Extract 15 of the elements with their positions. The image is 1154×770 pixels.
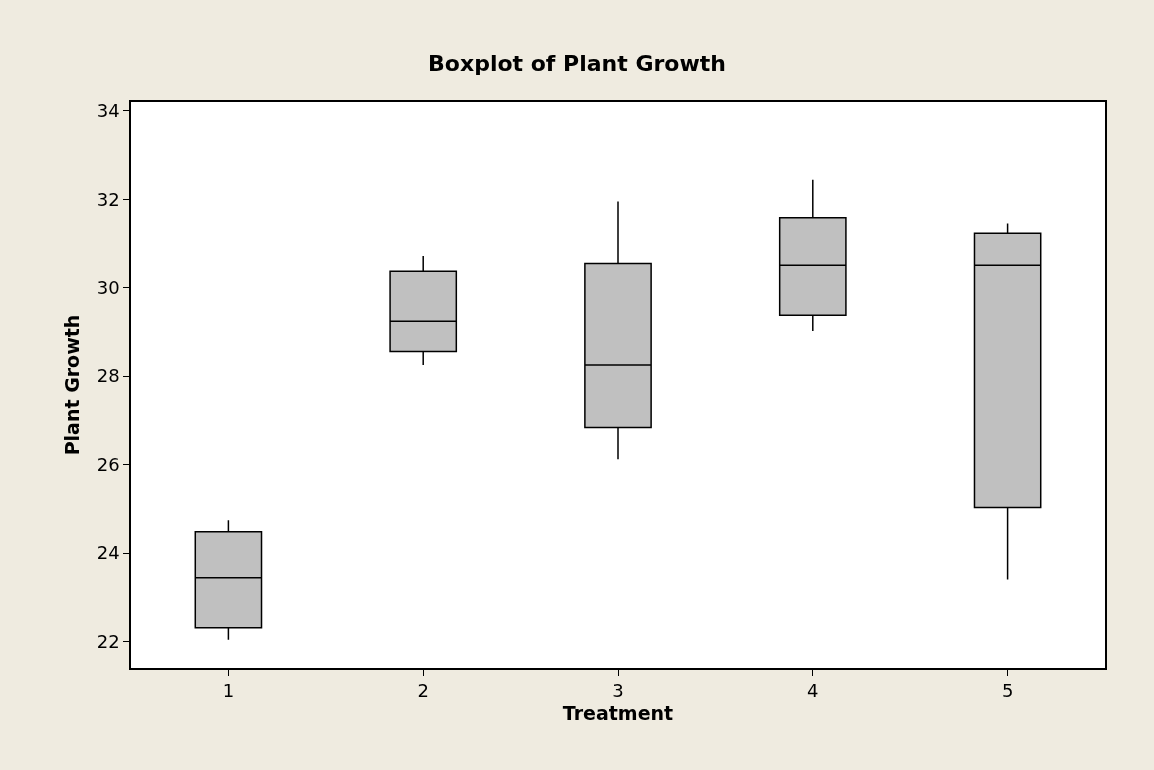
y-tick-label: 32: [96, 188, 120, 210]
x-tick-label: 4: [807, 680, 819, 702]
x-tick-label: 1: [222, 680, 235, 702]
y-tick-label: 28: [96, 365, 120, 387]
y-tick-label: 22: [96, 630, 120, 652]
y-tick-label: 26: [96, 453, 120, 475]
y-tick-label: 24: [96, 542, 120, 564]
x-tick-label: 5: [1001, 680, 1014, 702]
chart-title: Boxplot of Plant Growth: [428, 50, 726, 76]
x-tick-label: 2: [417, 680, 429, 702]
x-axis-title: Treatment: [562, 701, 674, 724]
y-tick-label: 34: [96, 100, 120, 122]
y-tick-label: 30: [96, 277, 120, 299]
x-tick-label: 3: [612, 680, 624, 702]
y-axis-title: Plant Growth: [61, 314, 84, 456]
